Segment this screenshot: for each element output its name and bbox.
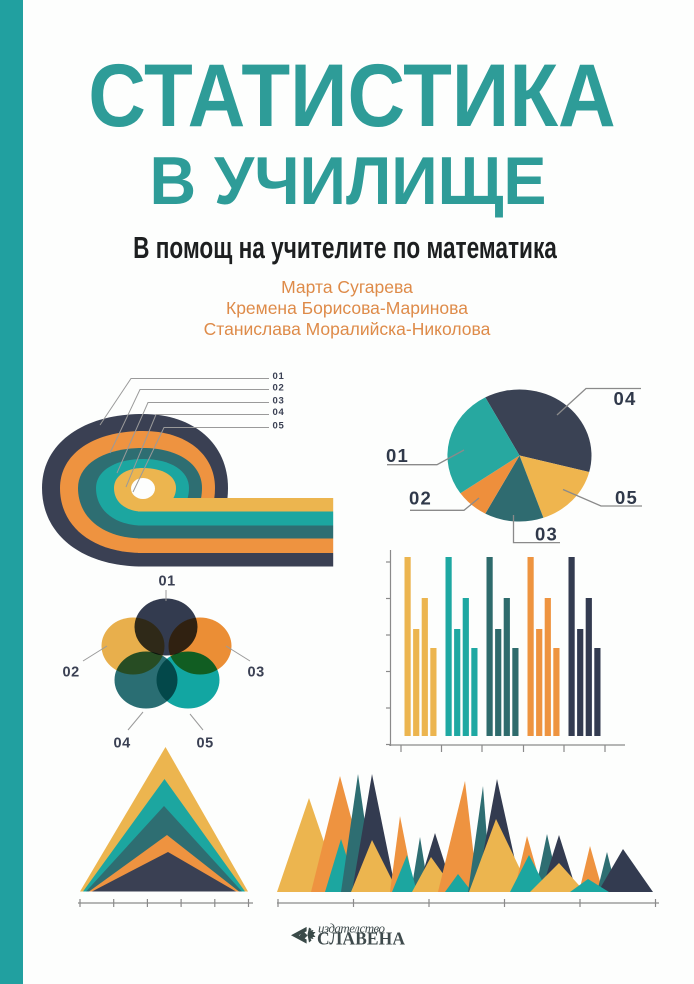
svg-text:04: 04 xyxy=(273,407,285,418)
svg-text:03: 03 xyxy=(273,395,285,406)
svg-text:05: 05 xyxy=(197,736,214,752)
svg-text:04: 04 xyxy=(114,736,131,752)
svg-text:05: 05 xyxy=(615,487,638,508)
svg-text:02: 02 xyxy=(409,488,432,509)
svg-text:СЛАВЕНА: СЛАВЕНА xyxy=(317,928,405,948)
svg-text:01: 01 xyxy=(386,445,409,466)
svg-text:01: 01 xyxy=(159,574,176,590)
svg-text:издателство: издателство xyxy=(318,921,386,936)
svg-text:03: 03 xyxy=(535,524,558,545)
svg-text:02: 02 xyxy=(63,665,80,681)
svg-text:02: 02 xyxy=(273,382,285,393)
svg-text:03: 03 xyxy=(248,665,265,681)
svg-text:01: 01 xyxy=(273,371,285,382)
svg-text:04: 04 xyxy=(614,388,637,409)
svg-text:05: 05 xyxy=(273,420,285,431)
